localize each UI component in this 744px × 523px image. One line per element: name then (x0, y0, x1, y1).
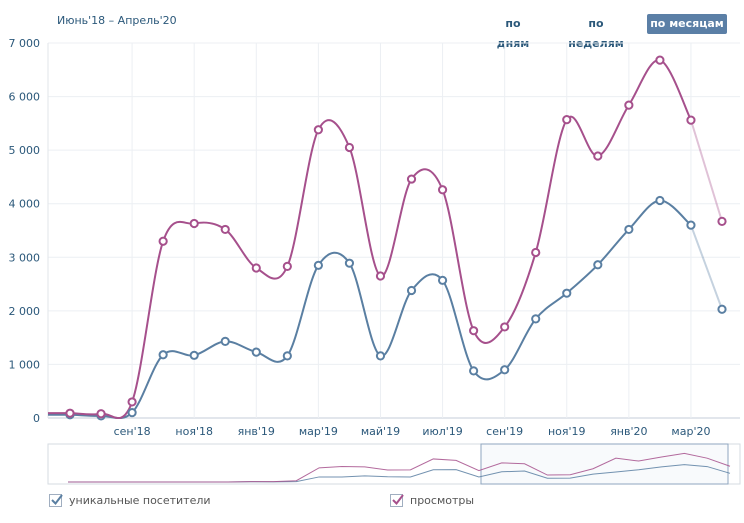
data-point (531, 247, 541, 258)
checkbox-views[interactable] (390, 494, 404, 507)
legend-label-visitors: уникальные посетители (69, 494, 211, 507)
data-point (624, 224, 634, 235)
data-point (406, 285, 417, 296)
x-tick-label: ноя'19 (548, 425, 586, 438)
data-point (96, 409, 106, 419)
data-point (531, 314, 541, 324)
data-point (189, 350, 199, 360)
y-tick-label: 1 000 (9, 358, 41, 371)
y-tick-label: 7 000 (9, 37, 41, 50)
x-tick-label: мар'20 (671, 425, 710, 438)
data-point (158, 350, 168, 360)
data-point (593, 151, 603, 161)
series-line-partial-1 (689, 119, 723, 222)
legend-label-views: просмотры (410, 494, 475, 507)
tab-by-months[interactable]: по месяцам (647, 14, 727, 34)
check-icon (392, 494, 404, 506)
data-point (65, 408, 75, 418)
data-point (282, 261, 292, 271)
series-line-partial-0 (690, 224, 723, 310)
navigator-line-1 (68, 452, 731, 483)
data-point (437, 185, 448, 195)
y-tick-label: 6 000 (9, 91, 41, 104)
navigator-selection (480, 443, 729, 485)
data-point (562, 288, 572, 298)
data-point (344, 142, 355, 153)
data-point (127, 408, 137, 418)
data-point (624, 100, 634, 110)
data-point (220, 336, 230, 346)
x-tick-label: ноя'18 (175, 425, 213, 438)
x-tick-label: мар'19 (299, 425, 338, 438)
x-tick-label: май'19 (361, 425, 400, 438)
data-point (717, 216, 727, 226)
data-point (686, 220, 696, 230)
data-point (282, 351, 292, 361)
data-point (655, 195, 665, 206)
data-point (313, 260, 323, 270)
data-point (344, 258, 355, 268)
data-point (406, 174, 417, 184)
data-point (717, 304, 727, 314)
data-point (251, 263, 261, 273)
y-tick-label: 4 000 (9, 198, 41, 211)
check-icon (51, 494, 63, 506)
x-tick-label: июл'19 (422, 425, 462, 438)
x-tick-label: сен'19 (486, 425, 523, 438)
data-point (500, 365, 510, 375)
data-point (158, 236, 168, 246)
data-point (251, 347, 261, 357)
data-point (127, 397, 137, 407)
data-point (469, 326, 479, 336)
x-tick-label: янв'20 (610, 425, 647, 438)
series-line-0 (47, 199, 692, 420)
y-tick-label: 5 000 (9, 144, 41, 157)
data-point (562, 115, 572, 125)
y-tick-label: 2 000 (9, 305, 41, 318)
data-point (500, 322, 510, 332)
data-point (220, 224, 230, 235)
x-tick-label: янв'19 (238, 425, 275, 438)
y-tick-label: 0 (33, 412, 40, 425)
data-point (469, 366, 479, 376)
x-tick-label: сен'18 (114, 425, 151, 438)
data-point (437, 275, 448, 285)
data-point (593, 260, 603, 270)
series-line-1 (47, 59, 692, 419)
data-point (375, 271, 386, 281)
line-chart: 0 1 000 2 000 3 000 4 000 5 000 6 000 7 000 сен… (9, 37, 741, 485)
period-label: Июнь'18 – Апрель'20 (57, 14, 177, 27)
y-tick-label: 3 000 (9, 251, 41, 264)
checkbox-visitors[interactable] (49, 494, 63, 507)
data-point (189, 218, 199, 229)
data-point (375, 351, 386, 361)
data-point (655, 55, 665, 65)
data-point (686, 115, 696, 125)
range-navigator[interactable] (47, 443, 741, 485)
data-point (313, 125, 323, 135)
